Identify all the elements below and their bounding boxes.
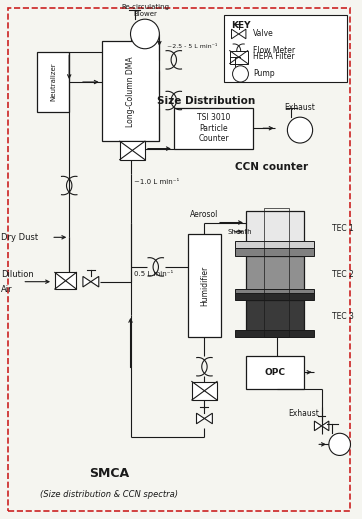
Polygon shape [91, 277, 99, 287]
Circle shape [329, 433, 350, 456]
Bar [235, 249, 315, 256]
Bar [37, 52, 69, 112]
Polygon shape [239, 29, 246, 39]
Text: Size Distribution: Size Distribution [157, 95, 255, 105]
Bar [235, 330, 315, 337]
Text: Aerosol: Aerosol [190, 210, 219, 219]
Bar [235, 293, 315, 300]
Polygon shape [197, 413, 205, 424]
Text: TSI 3010
Particle
Counter: TSI 3010 Particle Counter [197, 113, 230, 143]
Bar [246, 256, 304, 293]
Text: TEC 2: TEC 2 [332, 270, 354, 279]
Polygon shape [83, 277, 91, 287]
Bar [230, 51, 248, 63]
Bar [102, 42, 159, 141]
Circle shape [287, 117, 313, 143]
Text: ~1.0 L min⁻¹: ~1.0 L min⁻¹ [134, 179, 179, 185]
Text: ~2.5 - 5 L min⁻¹: ~2.5 - 5 L min⁻¹ [167, 45, 217, 49]
Text: (Size distribution & CCN spectra): (Size distribution & CCN spectra) [40, 490, 178, 499]
Text: Re-circulating: Re-circulating [121, 4, 169, 10]
Bar [55, 272, 76, 289]
Bar [192, 381, 217, 400]
Circle shape [131, 19, 159, 49]
Text: Humidifier: Humidifier [200, 265, 209, 306]
Bar [246, 300, 304, 333]
Text: HEPA Filter: HEPA Filter [253, 52, 295, 61]
Bar [174, 108, 253, 148]
Text: Blower: Blower [133, 11, 157, 17]
Text: TEC 3: TEC 3 [332, 312, 354, 321]
Bar [120, 141, 145, 160]
Text: Air: Air [1, 284, 12, 294]
Bar [188, 234, 221, 337]
Bar [235, 289, 315, 296]
Text: TEC 1: TEC 1 [332, 224, 354, 233]
Bar [246, 211, 304, 245]
Polygon shape [322, 421, 329, 431]
Bar [224, 16, 347, 82]
Bar [264, 208, 289, 337]
Text: Valve: Valve [253, 30, 274, 38]
Text: Long-Column DMA: Long-Column DMA [126, 56, 135, 127]
Polygon shape [315, 421, 322, 431]
Text: Pump: Pump [253, 70, 275, 78]
Text: Flow Meter: Flow Meter [253, 46, 295, 55]
Polygon shape [231, 29, 239, 39]
Bar [235, 241, 315, 249]
Text: 0.5 L min⁻¹: 0.5 L min⁻¹ [134, 271, 173, 277]
Text: Dilution: Dilution [1, 270, 33, 279]
Text: Neutralizer: Neutralizer [50, 63, 56, 101]
Bar [246, 356, 304, 389]
Text: Exhaust: Exhaust [285, 103, 315, 112]
Text: CCN counter: CCN counter [235, 162, 308, 172]
Text: SMCA: SMCA [89, 468, 129, 481]
Text: Dry Dust: Dry Dust [1, 233, 38, 242]
Text: KEY: KEY [231, 21, 251, 30]
Text: Exhaust: Exhaust [288, 409, 319, 418]
Circle shape [232, 66, 248, 82]
Text: OPC: OPC [264, 368, 285, 377]
Polygon shape [205, 413, 212, 424]
Text: Sheath: Sheath [228, 229, 253, 235]
